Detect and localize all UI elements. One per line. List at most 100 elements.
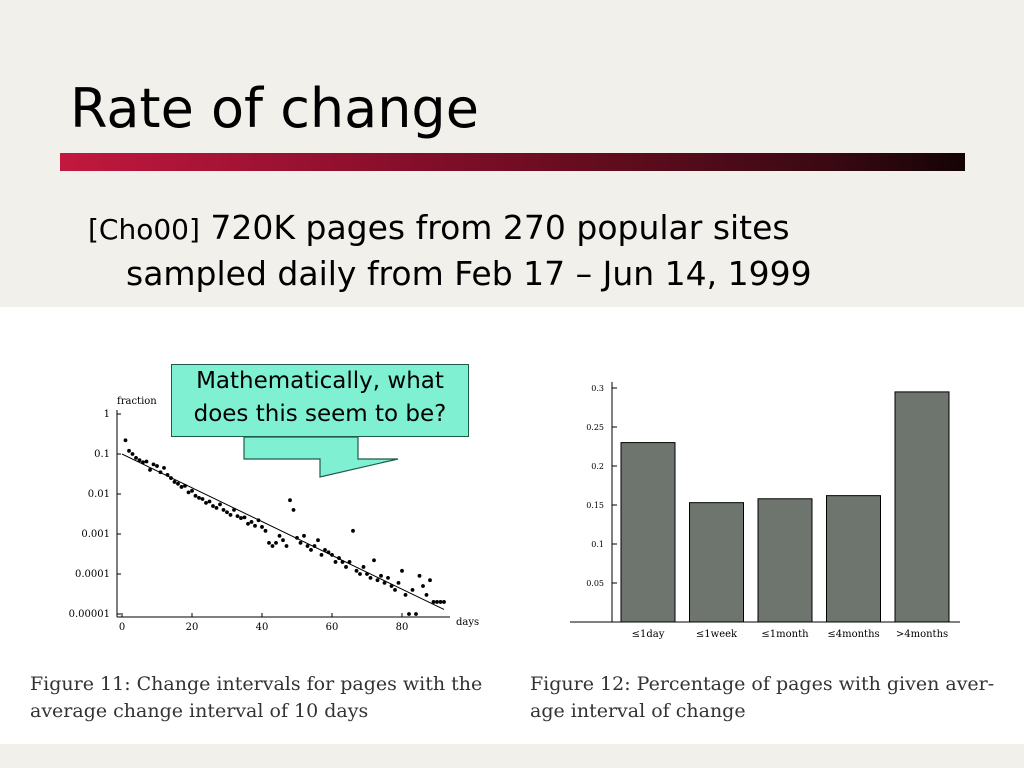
scatter-point <box>151 462 156 467</box>
scatter-point <box>302 533 306 538</box>
scatter-point <box>323 548 327 552</box>
scatter-point <box>389 584 394 588</box>
scatter-point <box>379 573 383 578</box>
scatter-point <box>330 553 334 557</box>
scatter-point <box>417 573 422 578</box>
bar <box>620 442 676 623</box>
bar-chart: 0.05 0.1 0.15 0.2 0.25 0.3 ≤1day ≤1week ≤1month… <box>570 382 960 640</box>
bar <box>826 495 881 623</box>
figure-panel: fraction days 1 0.1 0.01 0.001 0.0001 0.00001… <box>0 307 1024 744</box>
bar-category-label: ≤4months <box>827 629 879 640</box>
scatter-point <box>249 520 254 524</box>
scatter-point <box>337 556 341 560</box>
bar-ytick-label: 0.05 <box>586 579 604 588</box>
scatter-point <box>200 497 205 501</box>
bar <box>757 498 813 623</box>
scatter-point <box>298 540 303 545</box>
scatter-point <box>270 544 275 548</box>
bar-category-label: ≤1month <box>761 629 809 640</box>
title-rule <box>60 153 965 171</box>
bar-ytick-label: 0.1 <box>591 540 604 549</box>
scatter-point <box>442 600 446 604</box>
fit-line <box>121 453 445 610</box>
bar-ytick-label: 0.25 <box>586 423 604 432</box>
scatter-point <box>211 504 215 508</box>
figure-11-caption-line-1: Figure 11: Change intervals for pages wi… <box>30 673 482 695</box>
scatter-xtick-label: 0 <box>119 622 125 633</box>
scatter-point <box>407 612 411 616</box>
figures-svg: fraction days 1 0.1 0.01 0.001 0.0001 0.00001… <box>30 382 994 722</box>
scatter-point <box>148 468 152 472</box>
scatter-point <box>158 470 163 475</box>
scatter-point <box>169 476 173 480</box>
scatter-point <box>207 499 212 504</box>
bar-ytick-label: 0.2 <box>591 462 604 471</box>
scatter-point <box>144 459 149 464</box>
bar <box>689 502 744 623</box>
scatter-point <box>403 593 408 597</box>
scatter-point <box>134 455 138 460</box>
scatter-point <box>438 600 443 604</box>
scatter-point <box>316 538 320 543</box>
scatter-xlabel: days <box>456 617 479 628</box>
scatter-point <box>260 525 264 529</box>
scatter-xtick-label: 80 <box>396 622 409 633</box>
scatter-point <box>344 565 348 569</box>
scatter-point <box>368 575 373 580</box>
callout-line-2: does this seem to be? <box>193 401 447 427</box>
figure-12-caption-line-1: Figure 12: Percentage of pages with give… <box>530 673 994 695</box>
scatter-point <box>141 460 145 465</box>
scatter-point <box>183 483 187 488</box>
callout-arrow <box>243 436 399 478</box>
scatter-ylabel: fraction <box>117 396 157 407</box>
scatter-point <box>221 508 226 512</box>
scatter-point <box>267 540 271 545</box>
scatter-point <box>228 513 233 517</box>
scatter-point <box>291 508 296 512</box>
scatter-point <box>214 505 219 510</box>
bar-ytick-label: 0.15 <box>586 501 604 510</box>
scatter-point <box>410 588 415 592</box>
bullet-text: [Cho00] 720K pages from 270 popular site… <box>88 206 968 296</box>
scatter-point <box>127 448 131 453</box>
scatter-point <box>123 438 128 443</box>
scatter-point <box>424 593 429 597</box>
scatter-point <box>295 535 299 540</box>
scatter-point <box>165 473 170 477</box>
scatter-point <box>361 565 366 569</box>
scatter-ytick-label: 0.0001 <box>75 569 110 580</box>
callout-line-1: Mathematically, what <box>196 368 444 394</box>
scatter-point <box>312 544 317 548</box>
scatter-ytick-label: 1 <box>104 409 110 420</box>
scatter-point <box>354 568 359 573</box>
scatter-point <box>225 510 229 515</box>
scatter-point <box>176 481 180 486</box>
callout-box: Mathematically, what does this seem to b… <box>171 364 469 437</box>
scatter-point <box>309 548 313 552</box>
bar-category-label: ≤1week <box>696 629 738 640</box>
bullet-line-1: 720K pages from 270 popular sites <box>199 208 790 247</box>
figure-12-caption-line-2: age interval of change <box>530 700 746 722</box>
scatter-point <box>414 612 418 616</box>
scatter-point <box>186 490 191 495</box>
scatter-point <box>274 540 278 545</box>
scatter-point <box>130 452 135 456</box>
scatter-xtick-label: 40 <box>256 622 269 633</box>
scatter-xtick-label: 60 <box>326 622 339 633</box>
scatter-point <box>347 560 352 564</box>
scatter-point <box>179 485 184 489</box>
scatter-point <box>281 538 285 543</box>
scatter-point <box>375 578 380 583</box>
scatter-point <box>284 544 289 548</box>
scatter-point <box>340 560 345 564</box>
scatter-point <box>305 544 310 548</box>
bar <box>894 391 950 623</box>
scatter-point <box>333 560 338 564</box>
scatter-point <box>155 464 159 468</box>
scatter-point <box>256 518 261 523</box>
scatter-point <box>232 508 236 512</box>
scatter-point <box>204 500 208 505</box>
scatter-point <box>400 568 404 573</box>
slide-title: Rate of change <box>70 77 479 140</box>
scatter-point <box>358 572 362 576</box>
